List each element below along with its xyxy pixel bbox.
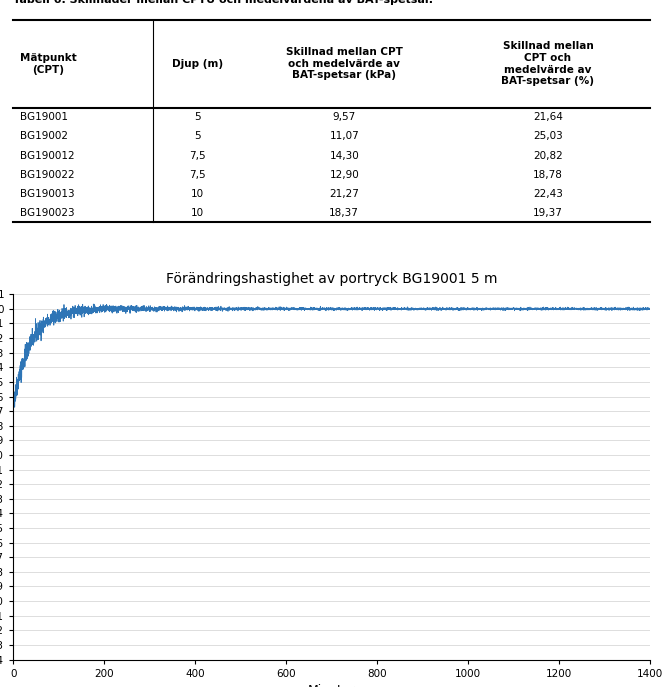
Text: BG190012: BG190012 <box>20 150 74 161</box>
Text: 7,5: 7,5 <box>190 150 206 161</box>
Text: 18,78: 18,78 <box>533 170 563 179</box>
Text: BG190013: BG190013 <box>20 189 74 199</box>
Text: 5: 5 <box>194 131 201 142</box>
Text: BG190023: BG190023 <box>20 208 74 218</box>
Text: Mätpunkt
(CPT): Mätpunkt (CPT) <box>20 53 76 75</box>
Title: Förändringshastighet av portryck BG19001 5 m: Förändringshastighet av portryck BG19001… <box>166 272 497 286</box>
Text: 21,27: 21,27 <box>330 189 359 199</box>
Text: 18,37: 18,37 <box>330 208 359 218</box>
X-axis label: Minuter: Minuter <box>308 684 355 687</box>
Text: 20,82: 20,82 <box>533 150 563 161</box>
Text: BG19002: BG19002 <box>20 131 68 142</box>
Text: Tabell 6. Skillnader mellan CPTU och medelvärdena av BAT-spetsar.: Tabell 6. Skillnader mellan CPTU och med… <box>13 0 433 5</box>
Text: 10: 10 <box>192 208 204 218</box>
Text: Skillnad mellan
CPT och
medelvärde av
BAT-spetsar (%): Skillnad mellan CPT och medelvärde av BA… <box>501 41 595 87</box>
Text: 7,5: 7,5 <box>190 170 206 179</box>
Text: 25,03: 25,03 <box>533 131 563 142</box>
Text: 5: 5 <box>194 112 201 122</box>
Text: 12,90: 12,90 <box>330 170 359 179</box>
Text: 14,30: 14,30 <box>330 150 359 161</box>
Text: 21,64: 21,64 <box>533 112 563 122</box>
Text: BG19001: BG19001 <box>20 112 68 122</box>
Text: Skillnad mellan CPT
och medelvärde av
BAT-spetsar (kPa): Skillnad mellan CPT och medelvärde av BA… <box>286 47 402 80</box>
Text: 9,57: 9,57 <box>333 112 356 122</box>
Text: 19,37: 19,37 <box>533 208 563 218</box>
Text: Djup (m): Djup (m) <box>172 59 223 69</box>
Text: 11,07: 11,07 <box>330 131 359 142</box>
Text: 22,43: 22,43 <box>533 189 563 199</box>
Text: 10: 10 <box>192 189 204 199</box>
Text: BG190022: BG190022 <box>20 170 74 179</box>
